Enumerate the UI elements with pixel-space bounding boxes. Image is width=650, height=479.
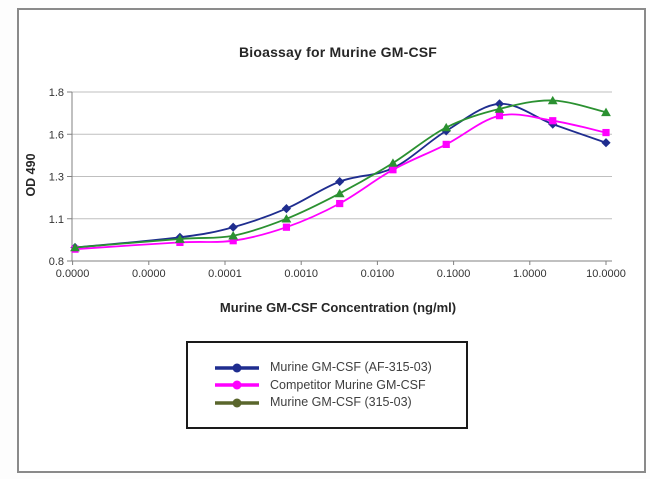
gridlines: 1.8 1.6 1.3 1.1 0.8 (49, 87, 612, 268)
x-axis-tick-label: 0.0100 (361, 268, 395, 280)
x-axis-tick-label: 0.1000 (437, 268, 471, 280)
legend-item: Murine GM-CSF (315-03) (214, 396, 466, 409)
series-line-diamond (74, 102, 607, 249)
x-axis-tick-label: 0.0010 (284, 268, 318, 280)
y-axis-tick-label: 1.6 (49, 129, 64, 141)
legend-box: Murine GM-CSF (AF-315-03) Competitor Muri… (186, 341, 468, 429)
legend-swatch-triangle-icon (215, 398, 259, 407)
series-line-square (74, 113, 607, 251)
x-axis-tick-label: 0.0000 (132, 268, 166, 280)
y-axis-tick-label: 1.1 (49, 214, 64, 226)
legend-label: Competitor Murine GM-CSF (270, 377, 426, 392)
y-axis-tick-label: 0.8 (49, 256, 64, 268)
legend-label: Murine GM-CSF (AF-315-03) (270, 360, 432, 375)
y-axis-tick-label: 1.8 (49, 87, 64, 99)
legend-swatch-diamond-icon (215, 363, 259, 372)
legend-item: Murine GM-CSF (AF-315-03) (214, 361, 466, 374)
x-axis-ticks: 0.0000 0.0000 0.0001 0.0010 0.0100 0.1000 1.00… (56, 261, 626, 280)
legend-item: Competitor Murine GM-CSF (214, 379, 466, 392)
x-axis-tick-label: 1.0000 (513, 268, 547, 280)
x-axis-tick-label: 0.0001 (208, 268, 242, 280)
legend-swatch-square-icon (215, 380, 259, 390)
series-markers-triangle (70, 95, 611, 252)
series-markers-diamond (70, 99, 611, 253)
x-axis-tick-label: 0.0000 (56, 268, 90, 280)
y-axis-tick-label: 1.3 (49, 172, 64, 184)
x-axis-title: Murine GM-CSF Concentration (ng/ml) (219, 300, 457, 315)
legend-label: Murine GM-CSF (315-03) (270, 395, 412, 410)
series-line-triangle (74, 99, 607, 249)
x-axis-tick-label: 10.0000 (586, 268, 626, 280)
chart-title: Bioassay for Murine GM-CSF (238, 44, 438, 60)
